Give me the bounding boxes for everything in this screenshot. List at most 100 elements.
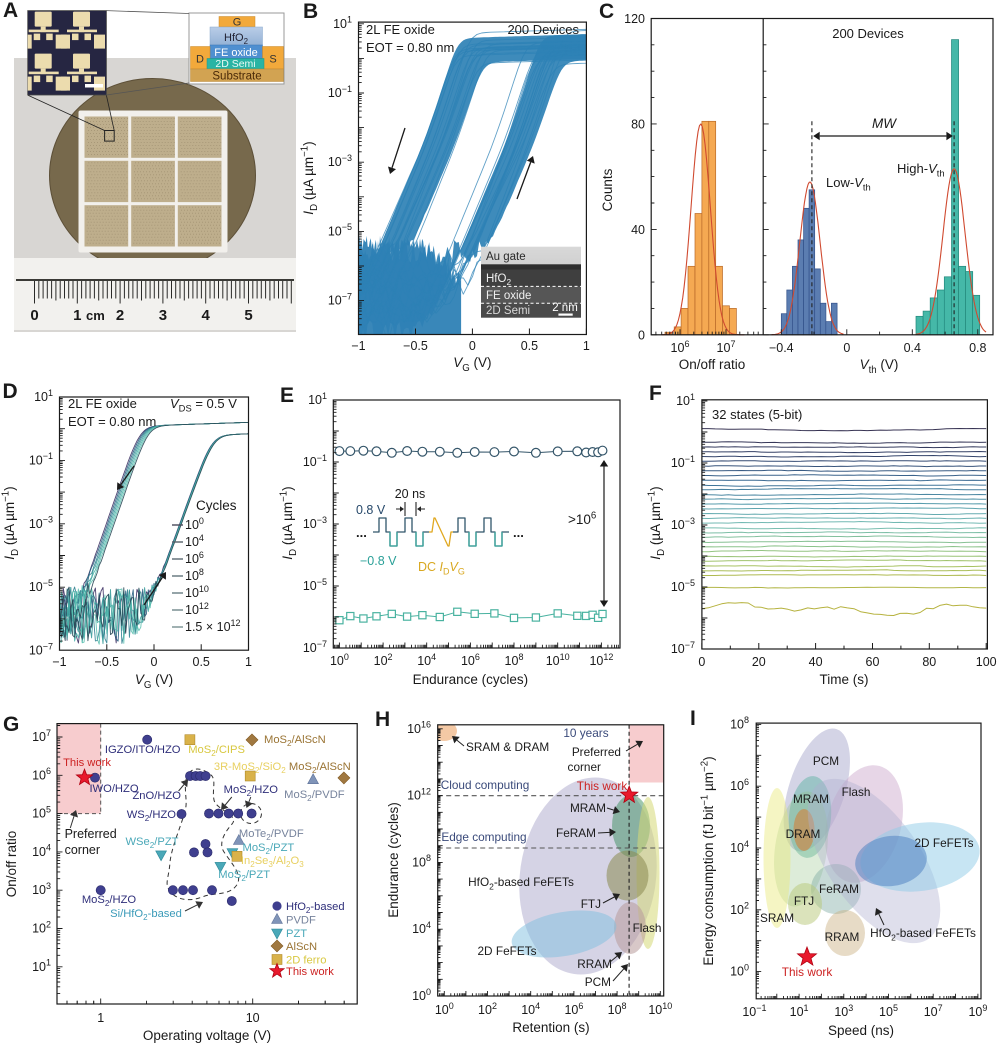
svg-text:101: 101 <box>34 388 53 404</box>
svg-text:40: 40 <box>809 655 823 669</box>
svg-text:H: H <box>375 708 390 731</box>
svg-text:Edge computing: Edge computing <box>441 830 526 844</box>
svg-text:3R-MoS2/SiO2: 3R-MoS2/SiO2 <box>214 761 286 775</box>
svg-text:HfO2-based FeFETs: HfO2-based FeFETs <box>870 926 976 942</box>
svg-text:10−1: 10−1 <box>303 453 327 469</box>
svg-text:1016: 1016 <box>407 720 431 736</box>
svg-text:PVDF: PVDF <box>286 915 316 927</box>
svg-text:0: 0 <box>843 341 850 355</box>
svg-text:Endurance (cycles): Endurance (cycles) <box>386 802 401 918</box>
svg-text:Counts: Counts <box>600 168 615 211</box>
svg-text:10−3: 10−3 <box>303 515 327 531</box>
svg-text:2: 2 <box>116 307 124 324</box>
svg-text:On/off ratio: On/off ratio <box>679 357 746 372</box>
svg-text:3: 3 <box>159 307 167 324</box>
svg-text:104: 104 <box>730 839 749 855</box>
svg-text:80: 80 <box>631 117 645 131</box>
svg-text:F: F <box>649 382 662 405</box>
svg-text:PCM: PCM <box>813 754 839 768</box>
svg-text:10 years: 10 years <box>563 726 608 740</box>
svg-text:D: D <box>196 54 204 66</box>
svg-text:10−7: 10−7 <box>328 291 352 307</box>
svg-text:ID (µA µm−1): ID (µA µm−1) <box>0 486 21 559</box>
svg-text:200 Devices: 200 Devices <box>507 22 579 37</box>
svg-text:1012: 1012 <box>185 601 209 617</box>
svg-text:10−7: 10−7 <box>303 639 327 655</box>
svg-text:1012: 1012 <box>589 652 613 668</box>
svg-text:10−7: 10−7 <box>29 641 53 657</box>
svg-text:108: 108 <box>730 715 749 731</box>
svg-text:2D FeFETs: 2D FeFETs <box>915 836 974 850</box>
svg-text:10−1: 10−1 <box>742 1003 766 1019</box>
svg-text:2D FeFETs: 2D FeFETs <box>478 944 537 958</box>
svg-text:10−1: 10−1 <box>671 454 695 470</box>
svg-text:HfO2-based FeFETs: HfO2-based FeFETs <box>468 875 574 891</box>
svg-text:Retention (s): Retention (s) <box>512 1020 589 1035</box>
svg-text:Speed (ns): Speed (ns) <box>828 1023 894 1038</box>
svg-text:Flash: Flash <box>842 785 871 799</box>
svg-text:102: 102 <box>32 919 51 935</box>
svg-text:HfO2: HfO2 <box>486 273 511 287</box>
svg-text:10−3: 10−3 <box>328 153 352 169</box>
svg-text:HfO2-based: HfO2-based <box>286 901 345 915</box>
svg-text:1.5 × 1012: 1.5 × 1012 <box>185 618 241 634</box>
svg-text:PZT: PZT <box>286 928 307 940</box>
svg-text:−1: −1 <box>52 655 66 669</box>
svg-text:S: S <box>269 54 276 66</box>
svg-text:40: 40 <box>631 223 645 237</box>
svg-text:106: 106 <box>32 766 51 782</box>
svg-text:D: D <box>3 380 18 403</box>
svg-text:2D ferro: 2D ferro <box>286 955 326 967</box>
svg-text:120: 120 <box>624 12 645 26</box>
svg-text:105: 105 <box>879 1003 898 1019</box>
svg-text:104: 104 <box>521 1001 540 1017</box>
svg-text:10−1: 10−1 <box>29 451 53 467</box>
svg-text:10−5: 10−5 <box>671 578 695 594</box>
svg-text:10−3: 10−3 <box>671 516 695 532</box>
svg-text:−0.4: −0.4 <box>769 341 794 355</box>
svg-text:103: 103 <box>834 1003 853 1019</box>
svg-text:WSe2/PZT: WSe2/PZT <box>125 836 178 850</box>
svg-text:5: 5 <box>244 307 252 324</box>
svg-text:0: 0 <box>469 339 476 353</box>
svg-text:SRAM & DRAM: SRAM & DRAM <box>466 740 549 754</box>
svg-text:10: 10 <box>246 1011 260 1025</box>
svg-text:2L FE oxide: 2L FE oxide <box>68 396 137 411</box>
svg-text:10−5: 10−5 <box>303 577 327 593</box>
svg-text:cm: cm <box>86 308 105 323</box>
svg-text:G: G <box>3 713 19 736</box>
svg-text:0.5: 0.5 <box>193 655 210 669</box>
svg-text:FeRAM: FeRAM <box>819 882 859 896</box>
svg-text:Time (s): Time (s) <box>820 672 869 687</box>
svg-text:108: 108 <box>505 652 524 668</box>
svg-text:2 nm: 2 nm <box>552 302 578 314</box>
svg-text:1010: 1010 <box>648 1001 672 1017</box>
svg-text:60: 60 <box>866 655 880 669</box>
svg-text:10−3: 10−3 <box>29 515 53 531</box>
svg-text:−0.8 V: −0.8 V <box>360 554 397 568</box>
svg-text:Operating voltage (V): Operating voltage (V) <box>143 1028 271 1043</box>
svg-text:...: ... <box>513 525 524 540</box>
svg-text:100: 100 <box>730 962 749 978</box>
svg-text:102: 102 <box>730 901 749 917</box>
svg-text:102: 102 <box>478 1001 497 1017</box>
svg-text:This work: This work <box>577 779 628 793</box>
svg-text:This work: This work <box>286 966 334 978</box>
svg-text:0.8: 0.8 <box>969 341 986 355</box>
svg-text:10−5: 10−5 <box>29 578 53 594</box>
svg-text:104: 104 <box>412 920 431 936</box>
svg-text:FTJ: FTJ <box>581 897 601 911</box>
svg-text:PCM: PCM <box>585 975 611 989</box>
svg-text:HfO2: HfO2 <box>224 32 248 46</box>
svg-text:Preferred: Preferred <box>65 827 117 841</box>
svg-text:107: 107 <box>924 1003 943 1019</box>
svg-text:0: 0 <box>151 655 158 669</box>
svg-text:104: 104 <box>185 533 204 549</box>
svg-text:1: 1 <box>73 307 81 324</box>
svg-text:80: 80 <box>922 655 936 669</box>
svg-text:2D Semi: 2D Semi <box>486 305 530 317</box>
svg-text:FE oxide: FE oxide <box>486 290 531 302</box>
svg-text:−1: −1 <box>351 339 365 353</box>
svg-text:MRAM: MRAM <box>793 792 829 806</box>
svg-text:Cloud computing: Cloud computing <box>441 778 530 792</box>
